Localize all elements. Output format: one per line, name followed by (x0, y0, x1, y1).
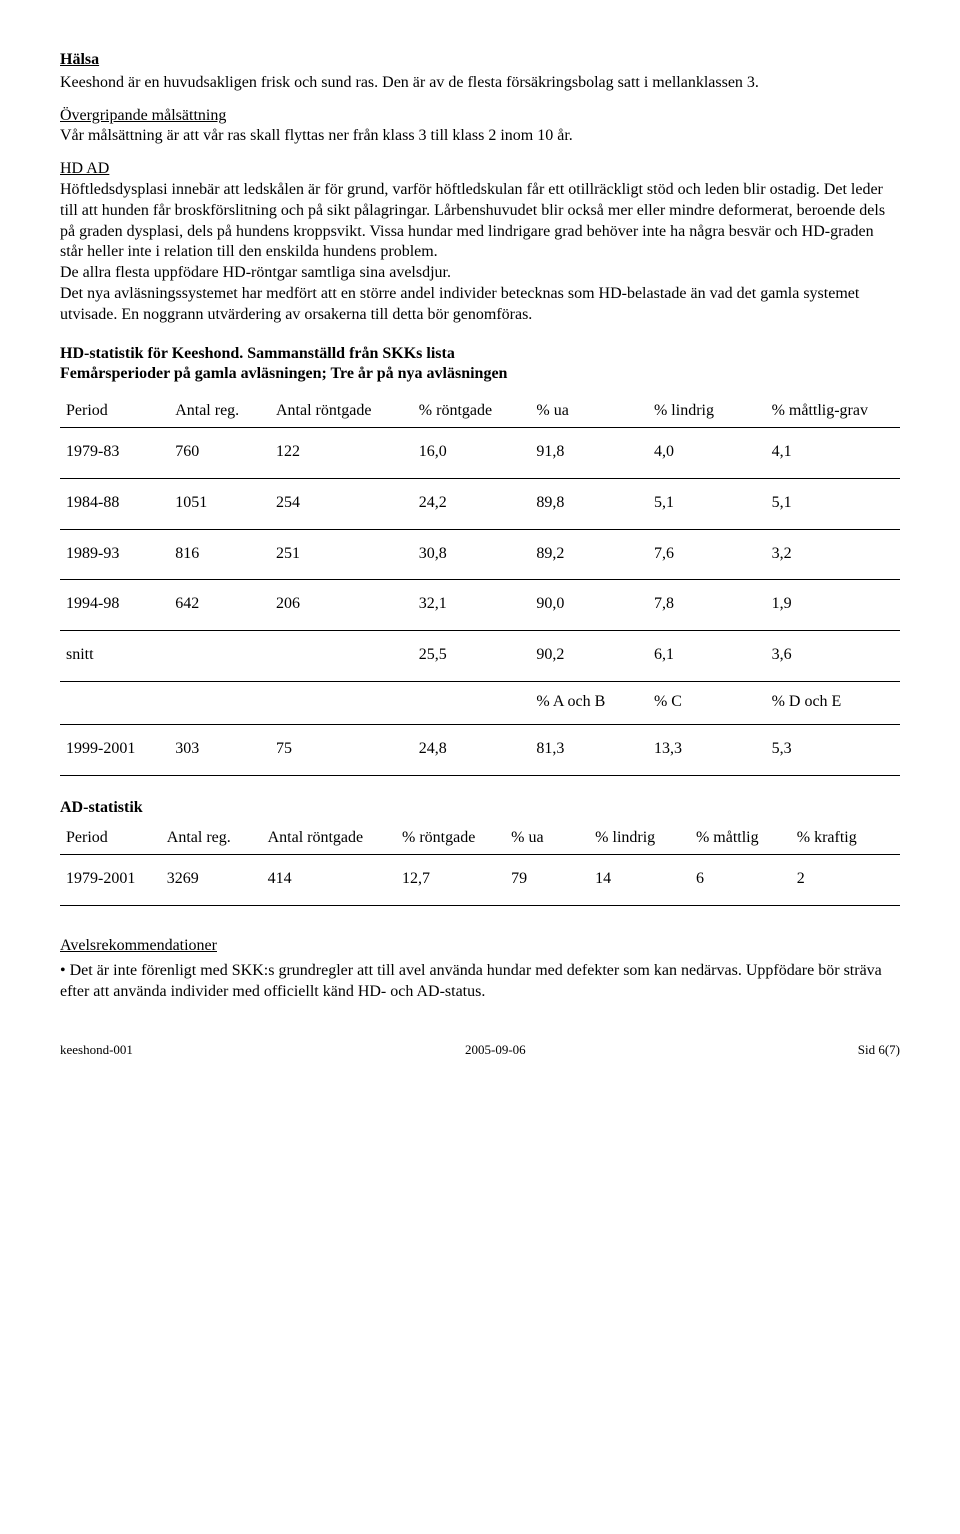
hd-stat-subtitle: Femårsperioder på gamla avläsningen; Tre… (60, 364, 900, 385)
recs-bullet: • Det är inte förenligt med SKK:s grundr… (60, 961, 900, 1003)
recs-title: Avelsrekommendationer (60, 936, 900, 957)
section-para-hdad-3: Det nya avläsningssystemet har medfört a… (60, 285, 859, 323)
ad-table: Period Antal reg. Antal röntgade % röntg… (60, 824, 900, 906)
page-footer: keeshond-001 2005-09-06 Sid 6(7) (60, 1042, 900, 1059)
hd-table-row: 1989-93 816 251 30,8 89,2 7,6 3,2 (60, 529, 900, 578)
ad-table-row: 1979-2001 3269 414 12,7 79 14 6 2 (60, 855, 900, 904)
hd-stat-title: HD-statistik för Keeshond. Sammanställd … (60, 344, 900, 365)
hd-table-row: 1999-2001 303 75 24,8 81,3 13,3 5,3 (60, 724, 900, 773)
hd-table-row-snitt: snitt 25,5 90,2 6,1 3,6 (60, 631, 900, 680)
ad-stat-title: AD-statistik (60, 798, 900, 819)
hd-sub-header: % A och B % C % D och E (60, 681, 900, 722)
hd-col-period: Period (60, 397, 169, 426)
hd-table-row: 1994-98 642 206 32,1 90,0 7,8 1,9 (60, 580, 900, 629)
section-para-hdad-2: De allra flesta uppfödare HD-röntgar sam… (60, 264, 451, 281)
hd-col-pctua: % ua (530, 397, 648, 426)
footer-center: 2005-09-06 (465, 1042, 526, 1059)
section-title-hdad: HD AD (60, 160, 109, 177)
ad-table-header: Period Antal reg. Antal röntgade % röntg… (60, 824, 900, 853)
section-para-halsa: Keeshond är en huvudsakligen frisk och s… (60, 73, 900, 94)
hd-col-pctront: % röntgade (413, 397, 531, 426)
hd-col-antalront: Antal röntgade (270, 397, 413, 426)
hd-col-pctmattlig: % måttlig-grav (766, 397, 900, 426)
footer-left: keeshond-001 (60, 1042, 133, 1059)
hd-table-row: 1984-88 1051 254 24,2 89,8 5,1 5,1 (60, 478, 900, 527)
section-title-halsa: Hälsa (60, 50, 900, 71)
section-para-overgripande: Vår målsättning är att vår ras skall fly… (60, 127, 573, 144)
hd-table-header: Period Antal reg. Antal röntgade % röntg… (60, 397, 900, 426)
hd-table-row: 1979-83 760 122 16,0 91,8 4,0 4,1 (60, 427, 900, 476)
section-title-overgripande: Övergripande målsättning (60, 107, 226, 124)
hd-table: Period Antal reg. Antal röntgade % röntg… (60, 397, 900, 775)
footer-right: Sid 6(7) (858, 1042, 900, 1059)
hd-col-antalreg: Antal reg. (169, 397, 270, 426)
section-para-hdad-1: Höftledsdysplasi innebär att ledskålen ä… (60, 181, 885, 260)
hd-col-pctlindrig: % lindrig (648, 397, 766, 426)
